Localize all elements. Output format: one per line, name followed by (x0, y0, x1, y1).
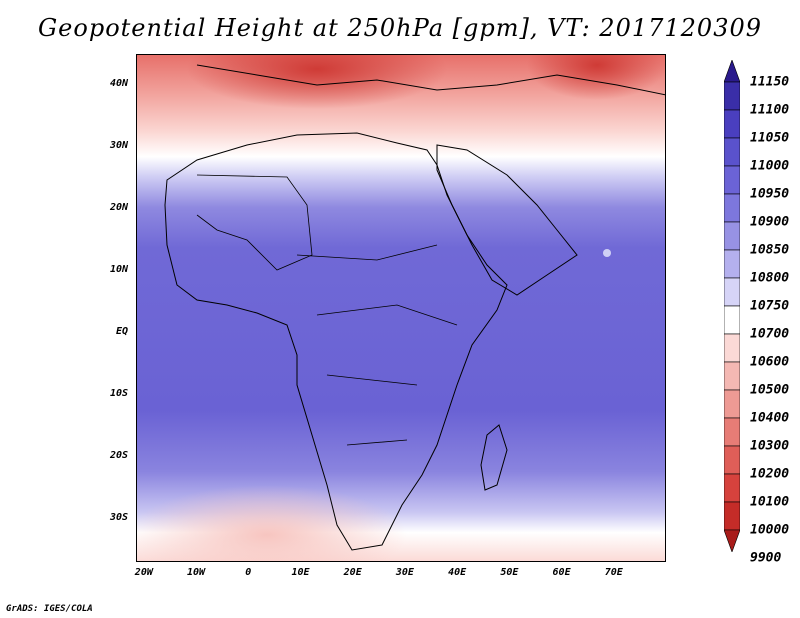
colorbar-tick-label: 10700 (750, 326, 790, 342)
colorbar-segment (724, 417, 740, 447)
colorbar-tick-label: 10900 (750, 214, 790, 230)
colorbar-segment (724, 165, 740, 195)
lon-tick-label: 10W (187, 567, 206, 578)
colorbar-segment (724, 109, 740, 139)
colorbar-tick-label: 10400 (750, 410, 790, 426)
colorbar-segment (724, 81, 740, 111)
lat-tick-label: 10S (109, 387, 128, 399)
colorbar-segment (724, 221, 740, 251)
colorbar-tick-label: 11000 (750, 158, 790, 174)
colorbar-segment (724, 445, 740, 475)
colorbar-segment (724, 249, 740, 279)
lon-tick-label: 0 (245, 567, 252, 578)
europe-coast (196, 64, 665, 96)
colorbar-tick-label: 9900 (750, 550, 782, 566)
colorbar-bottom-arrow (724, 529, 740, 552)
colorbar-tick-label: 10750 (750, 298, 790, 314)
lon-tick-label: 70E (604, 567, 623, 578)
colorbar-segment (724, 193, 740, 223)
lon-tick-label: 40E (448, 567, 467, 578)
map-canvas (137, 55, 665, 561)
map-plot (136, 54, 666, 562)
footer-credit: GrADS: IGES/COLA (6, 604, 93, 614)
colorbar-segment (724, 389, 740, 419)
colorbar-segment (724, 361, 740, 391)
colorbar-tick-label: 10300 (750, 438, 790, 454)
high-center-south (137, 485, 407, 561)
lon-tick-label: 50E (500, 567, 519, 578)
colorbar-tick-label: 10600 (750, 354, 790, 370)
colorbar-tick-label: 11100 (750, 102, 790, 118)
colorbar-tick-label: 10850 (750, 242, 790, 258)
inner-borders (296, 244, 458, 446)
colorbar-tick-label: 10200 (750, 466, 790, 482)
lon-tick-label: 20E (343, 567, 362, 578)
colorbar-tick-label: 10000 (750, 522, 790, 538)
colorbar-tick-label: 11150 (750, 74, 790, 90)
lon-tick-label: 60E (552, 567, 571, 578)
lat-tick-label: 30N (109, 139, 128, 151)
lon-tick-label: 10E (291, 567, 310, 578)
high-center-northeast (527, 55, 665, 100)
colorbar-tick-label: 10100 (750, 494, 790, 510)
lat-tick-label: 30S (109, 511, 128, 523)
colorbar-tick-label: 10950 (750, 186, 790, 202)
colorbar-top-arrow (724, 60, 740, 83)
colorbar-tick-label: 10500 (750, 382, 790, 398)
africa-outline (164, 132, 508, 551)
colorbar-segment (724, 305, 740, 335)
lat-tick-label: 10N (109, 263, 128, 275)
lon-tick-label: 30E (395, 567, 414, 578)
country-borders (196, 174, 313, 271)
field-background (137, 55, 665, 561)
madagascar-outline (480, 424, 508, 491)
high-center-north (187, 55, 447, 109)
island-marker (603, 249, 611, 257)
lat-tick-label: 40N (109, 77, 128, 89)
page-title: Geopotential Height at 250hPa [gpm], VT:… (38, 14, 762, 42)
colorbar-segment (724, 277, 740, 307)
colorbar-segment (724, 501, 740, 531)
lat-tick-label: EQ (115, 325, 128, 337)
lon-tick-label: 20W (134, 567, 153, 578)
colorbar-segment (724, 333, 740, 363)
lat-tick-label: 20N (109, 201, 128, 213)
colorbar-tick-label: 11050 (750, 130, 790, 146)
colorbar-segment (724, 473, 740, 503)
colorbar (724, 60, 740, 552)
colorbar-segment (724, 137, 740, 167)
arabia-outline (436, 144, 578, 296)
lat-tick-label: 20S (109, 449, 128, 461)
colorbar-tick-label: 10800 (750, 270, 790, 286)
